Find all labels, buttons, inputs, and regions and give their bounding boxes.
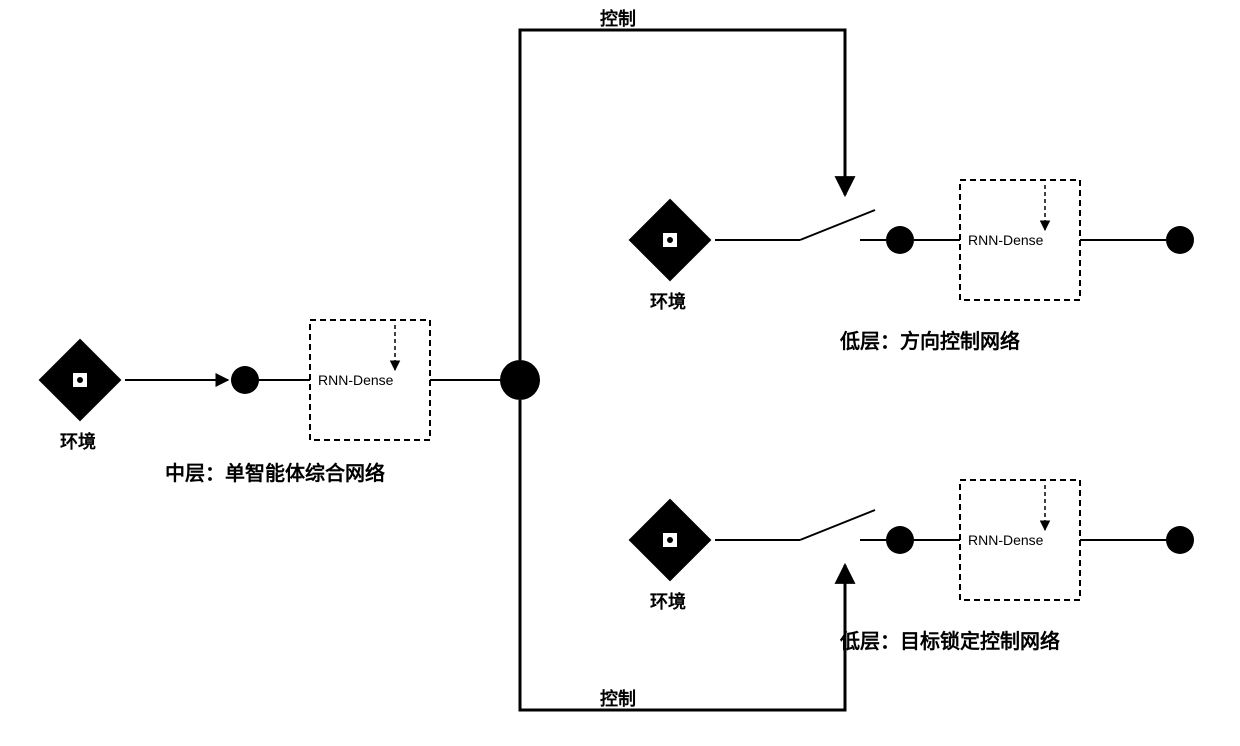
switch-arm-bot (800, 510, 875, 540)
diagram-canvas: 控制 控制 环境 RNN-Dense 中层：单智能体综合网络 (0, 0, 1240, 746)
env-diamond-top (630, 200, 710, 280)
node-bot-out-dot (1166, 526, 1194, 554)
node-bot-dot (886, 526, 914, 554)
left-module: 环境 RNN-Dense 中层：单智能体综合网络 (40, 320, 540, 485)
env-diamond-left (40, 340, 120, 420)
top-module: 环境 RNN-Dense 低层：方向控制网络 (630, 180, 1194, 353)
control-label-top: 控制 (600, 8, 636, 29)
low-top-label: 低层：方向控制网络 (839, 329, 1020, 353)
env-label-bot: 环境 (650, 591, 686, 612)
bottom-module: 环境 RNN-Dense 低层：目标锁定控制网络 (630, 480, 1194, 653)
low-bot-label: 低层：目标锁定控制网络 (839, 629, 1060, 653)
rnn-label-top: RNN-Dense (968, 232, 1044, 248)
node-mid-dot (500, 360, 540, 400)
rnn-label-bot: RNN-Dense (968, 532, 1044, 548)
node-top-out-dot (1166, 226, 1194, 254)
node-left-dot (231, 366, 259, 394)
rnn-label-left: RNN-Dense (318, 372, 394, 388)
env-diamond-bot (630, 500, 710, 580)
switch-arm-top (800, 210, 875, 240)
control-label-bottom: 控制 (600, 688, 636, 709)
node-top-dot (886, 226, 914, 254)
env-label-left: 环境 (60, 431, 96, 452)
mid-layer-label: 中层：单智能体综合网络 (165, 461, 385, 485)
env-label-top: 环境 (650, 291, 686, 312)
